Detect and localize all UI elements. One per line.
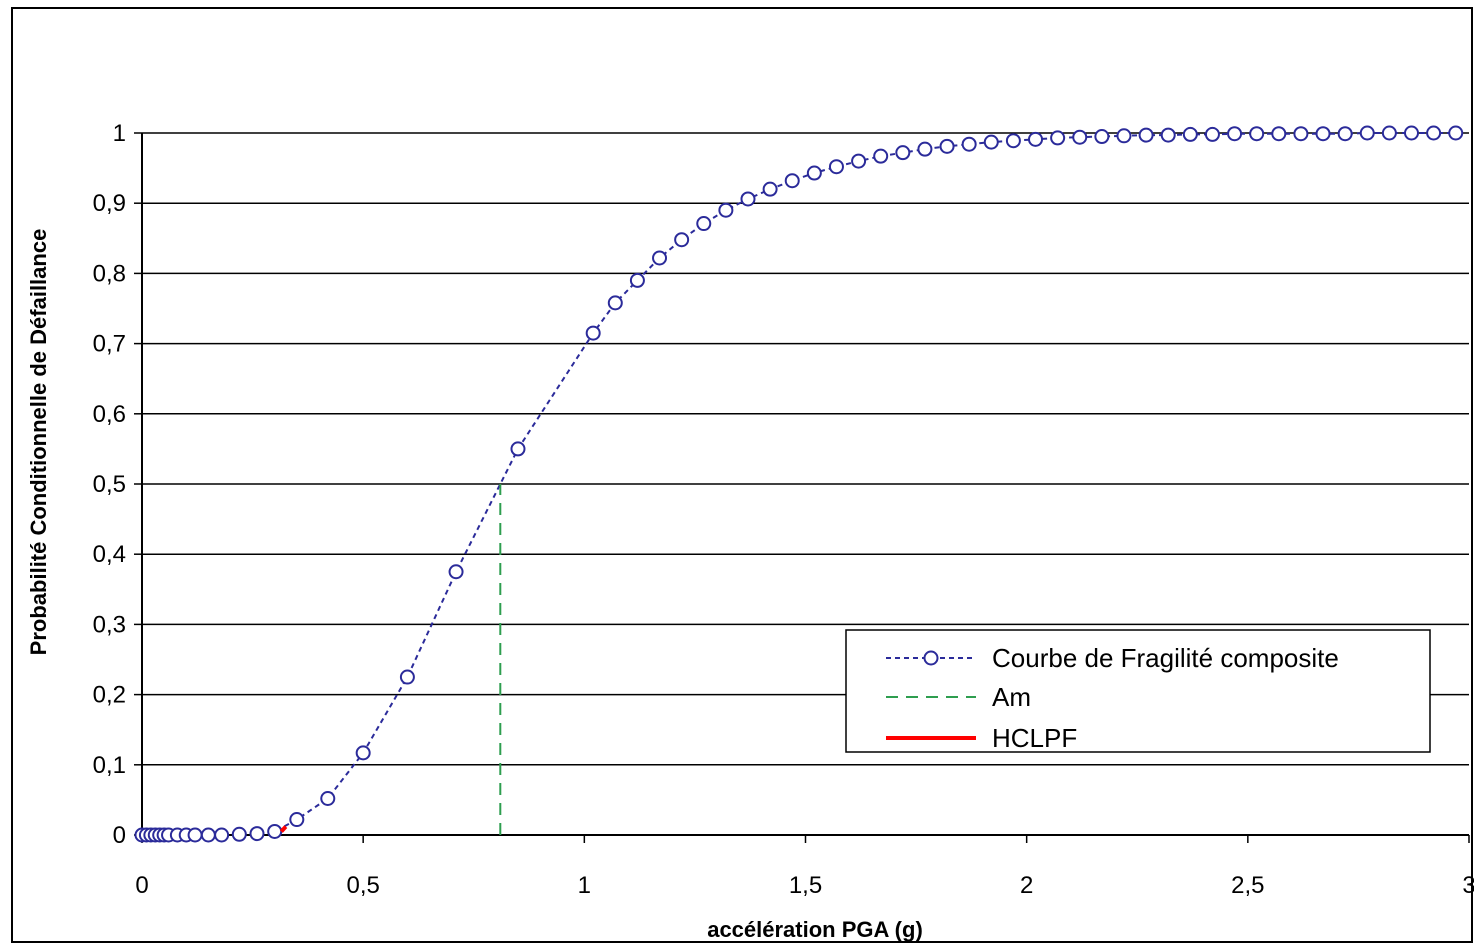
data-point: [1116, 128, 1132, 144]
legend: Courbe de Fragilité composite Am HCLPF: [845, 629, 1431, 753]
data-point: [1227, 126, 1243, 142]
data-point: [740, 191, 756, 207]
data-point: [249, 826, 265, 842]
data-point: [895, 145, 911, 161]
x-tick-label: 3: [1462, 872, 1474, 899]
data-point: [1315, 126, 1331, 142]
data-point: [873, 148, 889, 164]
data-point: [629, 272, 645, 288]
x-tick-label: 0,5: [346, 872, 379, 899]
series-line-hclpf: [279, 825, 288, 833]
y-tick-label: 0,5: [93, 471, 126, 498]
data-point: [1005, 133, 1021, 149]
data-point: [585, 325, 601, 341]
chart-border: [11, 7, 1473, 943]
data-point: [718, 202, 734, 218]
legend-marker: [923, 650, 939, 666]
data-point: [1094, 129, 1110, 145]
data-point: [917, 141, 933, 157]
data-point: [200, 827, 216, 843]
data-point: [448, 564, 464, 580]
y-axis-title: Probabilité Conditionnelle de Défaillanc…: [26, 229, 51, 656]
data-point: [1403, 125, 1419, 141]
y-tick-label: 0,7: [93, 331, 126, 358]
data-point: [1072, 129, 1088, 145]
data-point: [1249, 126, 1265, 142]
y-tick-label: 0,1: [93, 752, 126, 779]
series-layer: [134, 125, 1464, 843]
data-point: [1050, 130, 1066, 146]
data-point: [1138, 127, 1154, 143]
data-point: [851, 153, 867, 169]
data-point: [231, 826, 247, 842]
data-point: [355, 745, 371, 761]
legend-label: Courbe de Fragilité composite: [992, 643, 1339, 673]
data-point: [1028, 131, 1044, 147]
data-point: [214, 827, 230, 843]
data-point: [1271, 126, 1287, 142]
x-tick-label: 1: [578, 872, 591, 899]
y-tick-label: 0,4: [93, 541, 126, 568]
data-point: [187, 827, 203, 843]
data-point: [1293, 126, 1309, 142]
data-point: [1182, 126, 1198, 142]
y-tick-label: 0,2: [93, 682, 126, 709]
axis-ticks: 0 0,1 0,2 0,3 0,4 0,5 0,6 0,7 0,8 0,9 1 0 0,5 1 1,5 2 2,…: [93, 120, 1474, 899]
data-point: [806, 165, 822, 181]
x-tick-label: 1,5: [789, 872, 822, 899]
data-point: [1359, 125, 1375, 141]
data-point: [1160, 127, 1176, 143]
data-point: [696, 216, 712, 232]
data-point: [939, 138, 955, 154]
gridlines: [142, 132, 1469, 766]
data-point: [1381, 125, 1397, 141]
data-point: [607, 295, 623, 311]
data-point: [652, 250, 668, 266]
data-point: [1204, 126, 1220, 142]
data-point: [762, 181, 778, 197]
y-tick-label: 0,6: [93, 401, 126, 428]
legend-label: HCLPF: [992, 723, 1077, 753]
x-tick-label: 0: [135, 872, 148, 899]
data-point: [983, 134, 999, 150]
y-tick-label: 0,9: [93, 190, 126, 217]
y-tick-label: 0,3: [93, 611, 126, 638]
x-axis-title: accélération PGA (g): [707, 917, 923, 942]
data-point: [784, 173, 800, 189]
x-tick-label: 2,5: [1231, 872, 1264, 899]
data-point: [320, 790, 336, 806]
legend-label: Am: [992, 682, 1031, 712]
x-tick-label: 2: [1020, 872, 1033, 899]
data-point: [510, 441, 526, 457]
legend-box: [845, 629, 1431, 753]
data-point: [1426, 125, 1442, 141]
data-point: [267, 823, 283, 839]
data-point: [828, 159, 844, 175]
data-point: [1448, 125, 1464, 141]
data-point: [674, 232, 690, 248]
y-tick-label: 1: [113, 120, 126, 147]
y-tick-label: 0,8: [93, 260, 126, 287]
data-point: [399, 669, 415, 685]
y-tick-label: 0: [113, 822, 126, 849]
data-point: [1337, 126, 1353, 142]
data-point: [289, 812, 305, 828]
data-point: [961, 136, 977, 152]
